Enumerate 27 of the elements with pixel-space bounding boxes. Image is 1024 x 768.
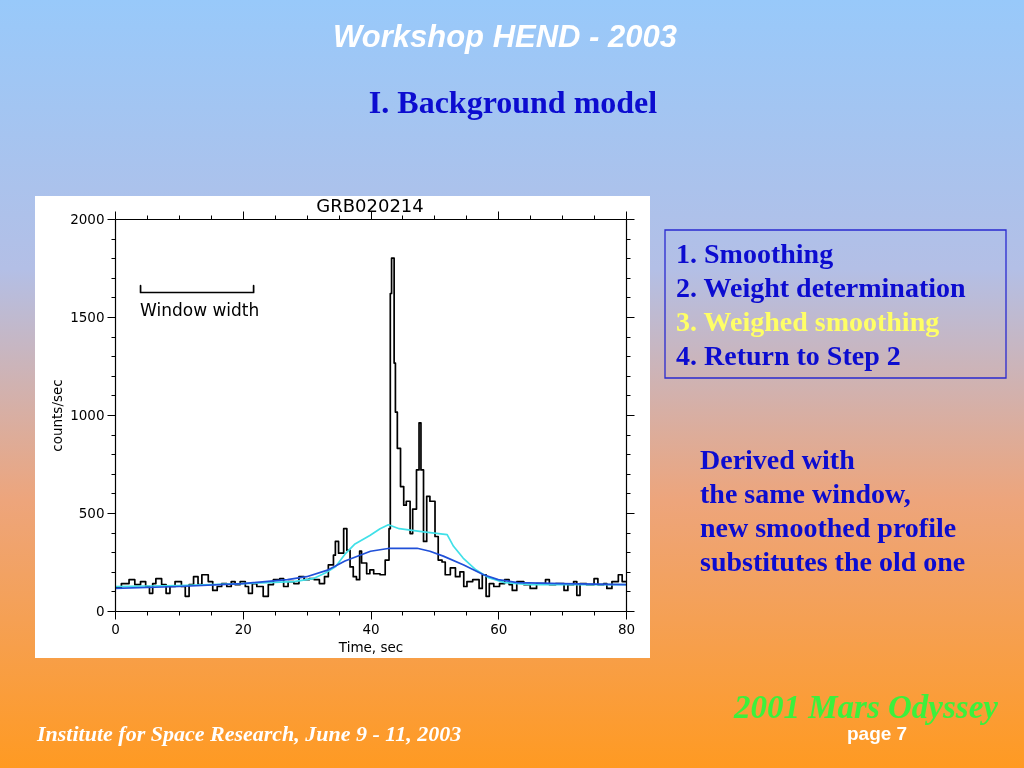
y-tick-label: 1500 [70,308,105,325]
text: the same window, [700,478,911,509]
text: 1. Smoothing [676,238,834,269]
text: Derived with [700,444,856,475]
x-tick-label: 40 [362,620,380,637]
text: 2. Weight determination [676,272,967,303]
text: 4. Return to Step 2 [676,340,901,371]
chart-title: GRB020214 [316,195,424,216]
x-tick-label: 80 [617,620,636,637]
text: Institute for Space Research, June 9 - 11, 2003 [36,721,462,746]
x-tick-label: 60 [490,620,508,637]
y-tick-label: 0 [95,602,105,619]
y-tick-label: 1000 [70,406,105,423]
annotation: Window width [140,300,260,320]
y-tick-label: 2000 [70,210,105,227]
text: page 7 [847,723,908,744]
x-tick-label: 20 [234,620,252,637]
y-tick-label: 500 [78,504,105,521]
text: new smoothed profile [700,512,957,543]
text: substitutes the old one [700,546,966,577]
text: 3. Weighed smoothing [676,306,940,337]
text: I. Background model [368,84,658,120]
line-series [115,547,626,590]
y-axis-title: counts/sec [49,379,66,452]
text: Workshop HEND - 2003 [333,19,677,54]
x-tick-label: 0 [111,620,120,637]
x-axis-title: Time, sec [337,639,404,655]
